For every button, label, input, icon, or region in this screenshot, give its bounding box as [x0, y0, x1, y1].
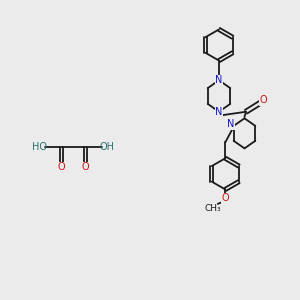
Text: HO: HO: [32, 142, 47, 152]
Text: O: O: [260, 95, 267, 105]
Text: O: O: [221, 193, 229, 203]
Text: OH: OH: [100, 142, 115, 152]
Text: O: O: [82, 162, 89, 172]
Text: N: N: [215, 75, 223, 85]
Text: N: N: [215, 107, 223, 117]
Text: CH₃: CH₃: [205, 204, 222, 213]
Text: O: O: [58, 162, 65, 172]
Text: N: N: [227, 119, 234, 129]
